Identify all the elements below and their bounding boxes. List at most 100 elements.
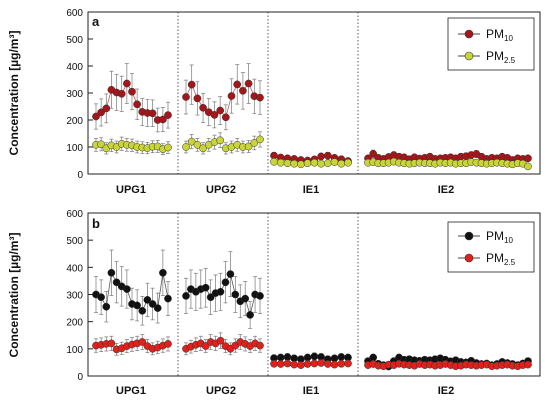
data-point	[276, 360, 285, 368]
data-point	[138, 306, 147, 315]
data-point	[182, 93, 190, 101]
data-point	[524, 162, 532, 171]
data-point	[256, 93, 264, 102]
series-lines	[95, 271, 529, 367]
y-tick-label: 300	[66, 89, 83, 100]
data-point	[310, 352, 319, 361]
data-point	[246, 311, 254, 319]
group-label-ie1: IE1	[303, 184, 320, 196]
data-point	[97, 108, 105, 117]
data-point	[317, 159, 325, 168]
data-point	[221, 278, 230, 287]
data-point	[201, 342, 210, 350]
data-point	[297, 361, 305, 369]
panel-b: b Concentration [µg/m³] 0 100 200 300 400 500…	[7, 209, 541, 397]
data-point	[524, 154, 532, 163]
data-point	[290, 360, 299, 369]
data-point	[524, 360, 532, 369]
y-tick-label: 500	[66, 35, 83, 46]
data-point	[143, 296, 152, 304]
data-point	[164, 294, 172, 303]
data-point	[297, 160, 305, 169]
legend-marker-pm10	[464, 231, 474, 241]
data-point	[148, 109, 157, 118]
y-tick-label: 200	[66, 116, 83, 127]
data-point	[283, 353, 292, 361]
legend: PM10 PM2.5	[447, 17, 535, 71]
data-point	[216, 336, 225, 345]
panel-label: a	[92, 14, 100, 29]
data-point	[227, 92, 236, 100]
data-point	[231, 290, 240, 299]
legend-box	[447, 17, 535, 71]
series-points	[92, 268, 532, 371]
data-point	[317, 359, 325, 367]
y-tick-label: 100	[66, 345, 83, 356]
group-label-upg2: UPG2	[206, 385, 236, 397]
data-point	[241, 294, 250, 303]
data-point	[138, 338, 147, 346]
data-point	[303, 159, 312, 168]
data-point	[323, 159, 332, 168]
group-dividers	[177, 213, 359, 376]
panel-label: b	[92, 216, 100, 231]
data-point	[153, 304, 162, 312]
group-label-ie2: IE2	[438, 385, 455, 397]
data-point	[369, 149, 378, 158]
data-point	[270, 359, 278, 368]
legend-marker-pm25	[464, 253, 474, 263]
data-point	[344, 359, 352, 368]
legend-marker-pm25	[464, 51, 474, 61]
data-point	[128, 87, 136, 96]
data-point	[123, 79, 131, 88]
data-point	[201, 283, 210, 292]
data-point	[256, 292, 264, 300]
data-point	[330, 360, 339, 369]
data-point	[148, 300, 157, 308]
data-point	[323, 360, 332, 368]
group-label-ie2: IE2	[438, 184, 455, 196]
data-point	[244, 142, 253, 151]
group-label-upg1: UPG1	[116, 184, 146, 196]
data-point	[182, 143, 190, 151]
y-tick-label: 300	[66, 291, 83, 302]
data-point	[250, 139, 259, 147]
data-point	[283, 359, 292, 368]
data-point	[107, 268, 116, 277]
data-point	[164, 143, 172, 152]
data-point	[182, 292, 190, 300]
data-point	[102, 104, 111, 113]
legend-marker-pm10	[464, 29, 474, 39]
y-axis-ticks: 0 100 200 300 400 500 600	[66, 209, 93, 383]
group-label-upg2: UPG2	[206, 184, 236, 196]
legend-box	[447, 221, 535, 273]
data-point	[276, 158, 285, 167]
data-point	[310, 359, 319, 368]
data-point	[159, 268, 167, 277]
group-labels: UPG1 UPG2 IE1 IE2	[116, 184, 454, 196]
error-bars	[94, 63, 530, 169]
data-point	[256, 341, 264, 350]
data-point	[276, 353, 285, 362]
data-point	[337, 159, 346, 168]
data-point	[159, 115, 167, 124]
panel-a: a Concentration [µg/m³] 0 100 200 300 400 500…	[7, 8, 541, 196]
data-point	[303, 353, 312, 362]
data-point	[133, 301, 141, 310]
data-point	[290, 159, 299, 168]
data-point	[210, 111, 219, 119]
y-axis-label: Concentration [µg/m³]	[7, 31, 21, 156]
data-point	[164, 111, 172, 119]
data-point	[337, 353, 346, 361]
data-point	[164, 340, 172, 348]
series-points	[92, 79, 532, 171]
y-tick-label: 0	[77, 170, 83, 181]
data-point	[97, 293, 105, 302]
group-labels: UPG1 UPG2 IE1 IE2	[116, 385, 454, 397]
y-tick-label: 400	[66, 263, 83, 274]
y-tick-label: 100	[66, 143, 83, 154]
data-point	[216, 287, 225, 296]
data-point	[244, 79, 253, 88]
y-tick-label: 200	[66, 318, 83, 329]
